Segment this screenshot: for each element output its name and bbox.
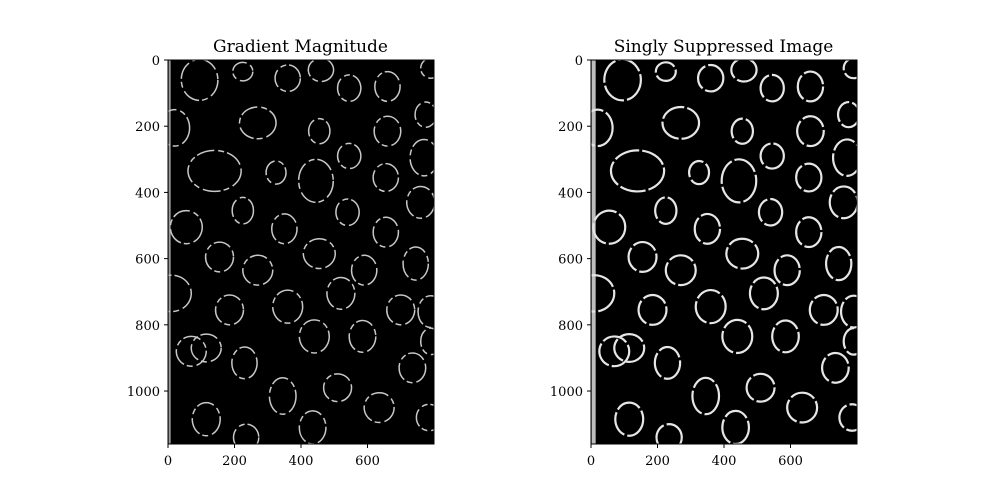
y-tick-label: 400 <box>135 186 160 201</box>
x-tick-label: 200 <box>645 454 670 469</box>
x-tick-label: 400 <box>289 454 314 469</box>
x-tick-label: 200 <box>222 454 247 469</box>
x-tick-label: 400 <box>712 454 737 469</box>
y-tick-label: 400 <box>558 186 583 201</box>
y-tick-label: 0 <box>575 54 583 69</box>
y-tick-label: 200 <box>558 120 583 135</box>
y-tick-label: 200 <box>135 120 160 135</box>
panel-gradient-magnitude: Gradient Magnitude 0 200 400 600 0 200 400 600 8… <box>127 37 443 469</box>
panel-singly-suppressed: Singly Suppressed Image 0 200 400 600 0 200 40… <box>550 37 866 469</box>
panel-title: Singly Suppressed Image <box>614 37 834 57</box>
edge-stripe <box>592 60 596 444</box>
edge-stripe <box>169 60 171 444</box>
y-tick-label: 1000 <box>127 385 160 400</box>
y-tick-label: 800 <box>558 319 583 334</box>
y-tick-label: 600 <box>558 253 583 268</box>
y-tick-label: 0 <box>152 54 160 69</box>
y-tick-label: 800 <box>135 319 160 334</box>
y-tick-label: 600 <box>135 253 160 268</box>
panel-title: Gradient Magnitude <box>213 37 388 57</box>
x-tick-label: 600 <box>355 454 380 469</box>
x-tick-label: 0 <box>164 454 172 469</box>
x-tick-label: 600 <box>778 454 803 469</box>
x-tick-label: 0 <box>587 454 595 469</box>
y-tick-label: 1000 <box>550 385 583 400</box>
